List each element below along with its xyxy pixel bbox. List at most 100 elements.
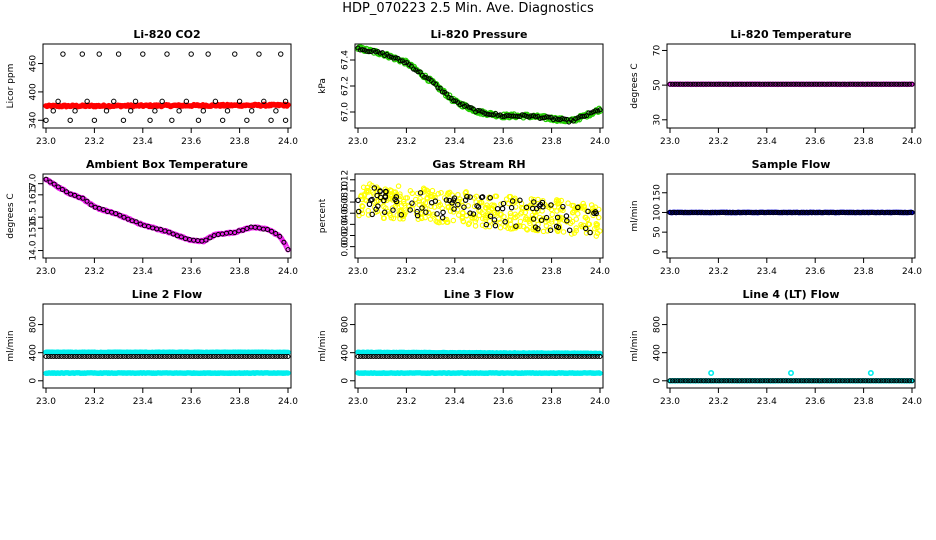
x-tick-label: 23.4 — [445, 267, 465, 277]
chart-panel-line-3-flow: Line 3 Flow ml/min 23.0 23.2 23.4 23.6 23.8 24.… — [318, 288, 610, 407]
x-tick-label: 23.4 — [445, 397, 465, 407]
x-tick-label: 24.0 — [590, 267, 610, 277]
x-tick-label: 24.0 — [902, 397, 922, 407]
x-tick-label: 23.4 — [757, 137, 777, 147]
data-point — [232, 51, 238, 57]
data-point — [278, 51, 284, 57]
data-point — [867, 370, 874, 377]
x-tick-label: 23.0 — [660, 137, 680, 147]
data-point — [79, 51, 86, 57]
y-tick-label: 100 — [653, 204, 663, 221]
x-tick-label: 23.4 — [133, 267, 153, 277]
x-tick-label: 23.2 — [708, 137, 728, 147]
y-tick-label: 0 — [341, 378, 351, 384]
data-point — [528, 113, 534, 119]
data-point — [555, 116, 561, 122]
data-series-black — [355, 45, 603, 125]
y-tick-label: 0 — [653, 378, 663, 384]
x-tick-label: 23.6 — [493, 267, 513, 277]
x-tick-label: 23.8 — [542, 267, 562, 277]
x-tick-label: 23.8 — [230, 137, 250, 147]
data-point — [457, 102, 463, 108]
data-point — [103, 108, 110, 114]
data-point — [205, 51, 211, 57]
data-point — [450, 98, 456, 104]
data-point — [415, 69, 421, 75]
data-point — [708, 370, 715, 377]
x-tick-label: 23.2 — [84, 267, 104, 277]
data-point — [495, 112, 501, 118]
data-point — [261, 98, 267, 105]
data-point — [256, 51, 262, 57]
x-tick-label: 23.8 — [854, 137, 874, 147]
x-tick-label: 23.2 — [396, 397, 416, 407]
x-tick-label: 23.4 — [133, 137, 153, 147]
data-point — [559, 116, 565, 122]
data-point — [433, 81, 439, 87]
data-point — [152, 108, 158, 114]
data-point — [472, 223, 479, 229]
data-series-yellow — [355, 181, 603, 239]
data-point — [499, 113, 505, 119]
data-point — [176, 108, 182, 114]
chart-title: Line 4 (LT) Flow — [743, 288, 840, 301]
chart-panel-co2: Li-820 CO2 Licor ppm 23.0 23.2 23.4 23.6 23.8 2… — [6, 28, 298, 147]
data-point — [128, 108, 134, 114]
data-point — [219, 117, 226, 123]
y-tick-label: 15.5 — [29, 207, 39, 227]
data-point — [439, 89, 445, 95]
data-point — [282, 98, 289, 105]
y-tick-label: 800 — [29, 316, 39, 333]
plot-frame — [42, 173, 292, 259]
x-tick-label: 23.2 — [84, 397, 104, 407]
data-point — [597, 370, 603, 376]
data-point — [183, 98, 190, 105]
data-point — [147, 117, 153, 123]
data-point — [212, 98, 219, 105]
data-point — [273, 108, 279, 114]
data-point — [96, 51, 102, 57]
plot-frame — [666, 43, 916, 129]
chart-panel-line-4-flow: Line 4 (LT) Flow ml/min 23.0 23.2 23.4 23.6 23… — [630, 288, 922, 407]
x-tick-label: 23.2 — [396, 137, 416, 147]
chart-title: Line 3 Flow — [444, 288, 514, 301]
x-tick-label: 23.2 — [708, 397, 728, 407]
data-point — [140, 51, 146, 57]
y-tick-label: 400 — [653, 344, 663, 361]
data-point — [539, 115, 545, 121]
data-point — [43, 117, 49, 123]
x-tick-label: 23.4 — [757, 267, 777, 277]
data-point — [200, 108, 207, 114]
x-tick-label: 24.0 — [278, 137, 298, 147]
x-tick-label: 23.0 — [36, 267, 56, 277]
y-axis-label: Licor ppm — [6, 64, 16, 109]
y-tick-label: 800 — [341, 316, 351, 333]
data-point — [195, 117, 202, 123]
y-tick-label: 50 — [653, 226, 663, 238]
data-point — [224, 108, 231, 114]
data-point — [285, 349, 291, 355]
data-point — [553, 116, 559, 122]
x-tick-label: 23.2 — [396, 267, 416, 277]
data-point — [450, 217, 457, 224]
data-point — [132, 98, 139, 105]
x-tick-label: 24.0 — [902, 267, 922, 277]
y-axis-label: kPa — [318, 78, 328, 94]
x-tick-label: 23.0 — [348, 267, 368, 277]
data-point — [417, 69, 423, 75]
data-point — [437, 85, 443, 91]
y-tick-label: 340 — [29, 111, 39, 128]
x-tick-label: 23.8 — [230, 267, 250, 277]
x-tick-label: 23.0 — [36, 397, 56, 407]
data-point — [402, 60, 408, 66]
chart-title: Li-820 Pressure — [431, 28, 528, 41]
data-series-black — [43, 176, 291, 253]
data-point — [282, 117, 289, 123]
y-tick-label: 0.12 — [341, 170, 351, 190]
data-point — [366, 49, 372, 55]
y-tick-label: 30 — [653, 114, 663, 126]
x-tick-label: 23.2 — [708, 267, 728, 277]
chart-panel-temperature: Li-820 Temperature degrees C 23.0 23.2 23.4 2… — [630, 28, 922, 147]
data-point — [91, 117, 98, 123]
